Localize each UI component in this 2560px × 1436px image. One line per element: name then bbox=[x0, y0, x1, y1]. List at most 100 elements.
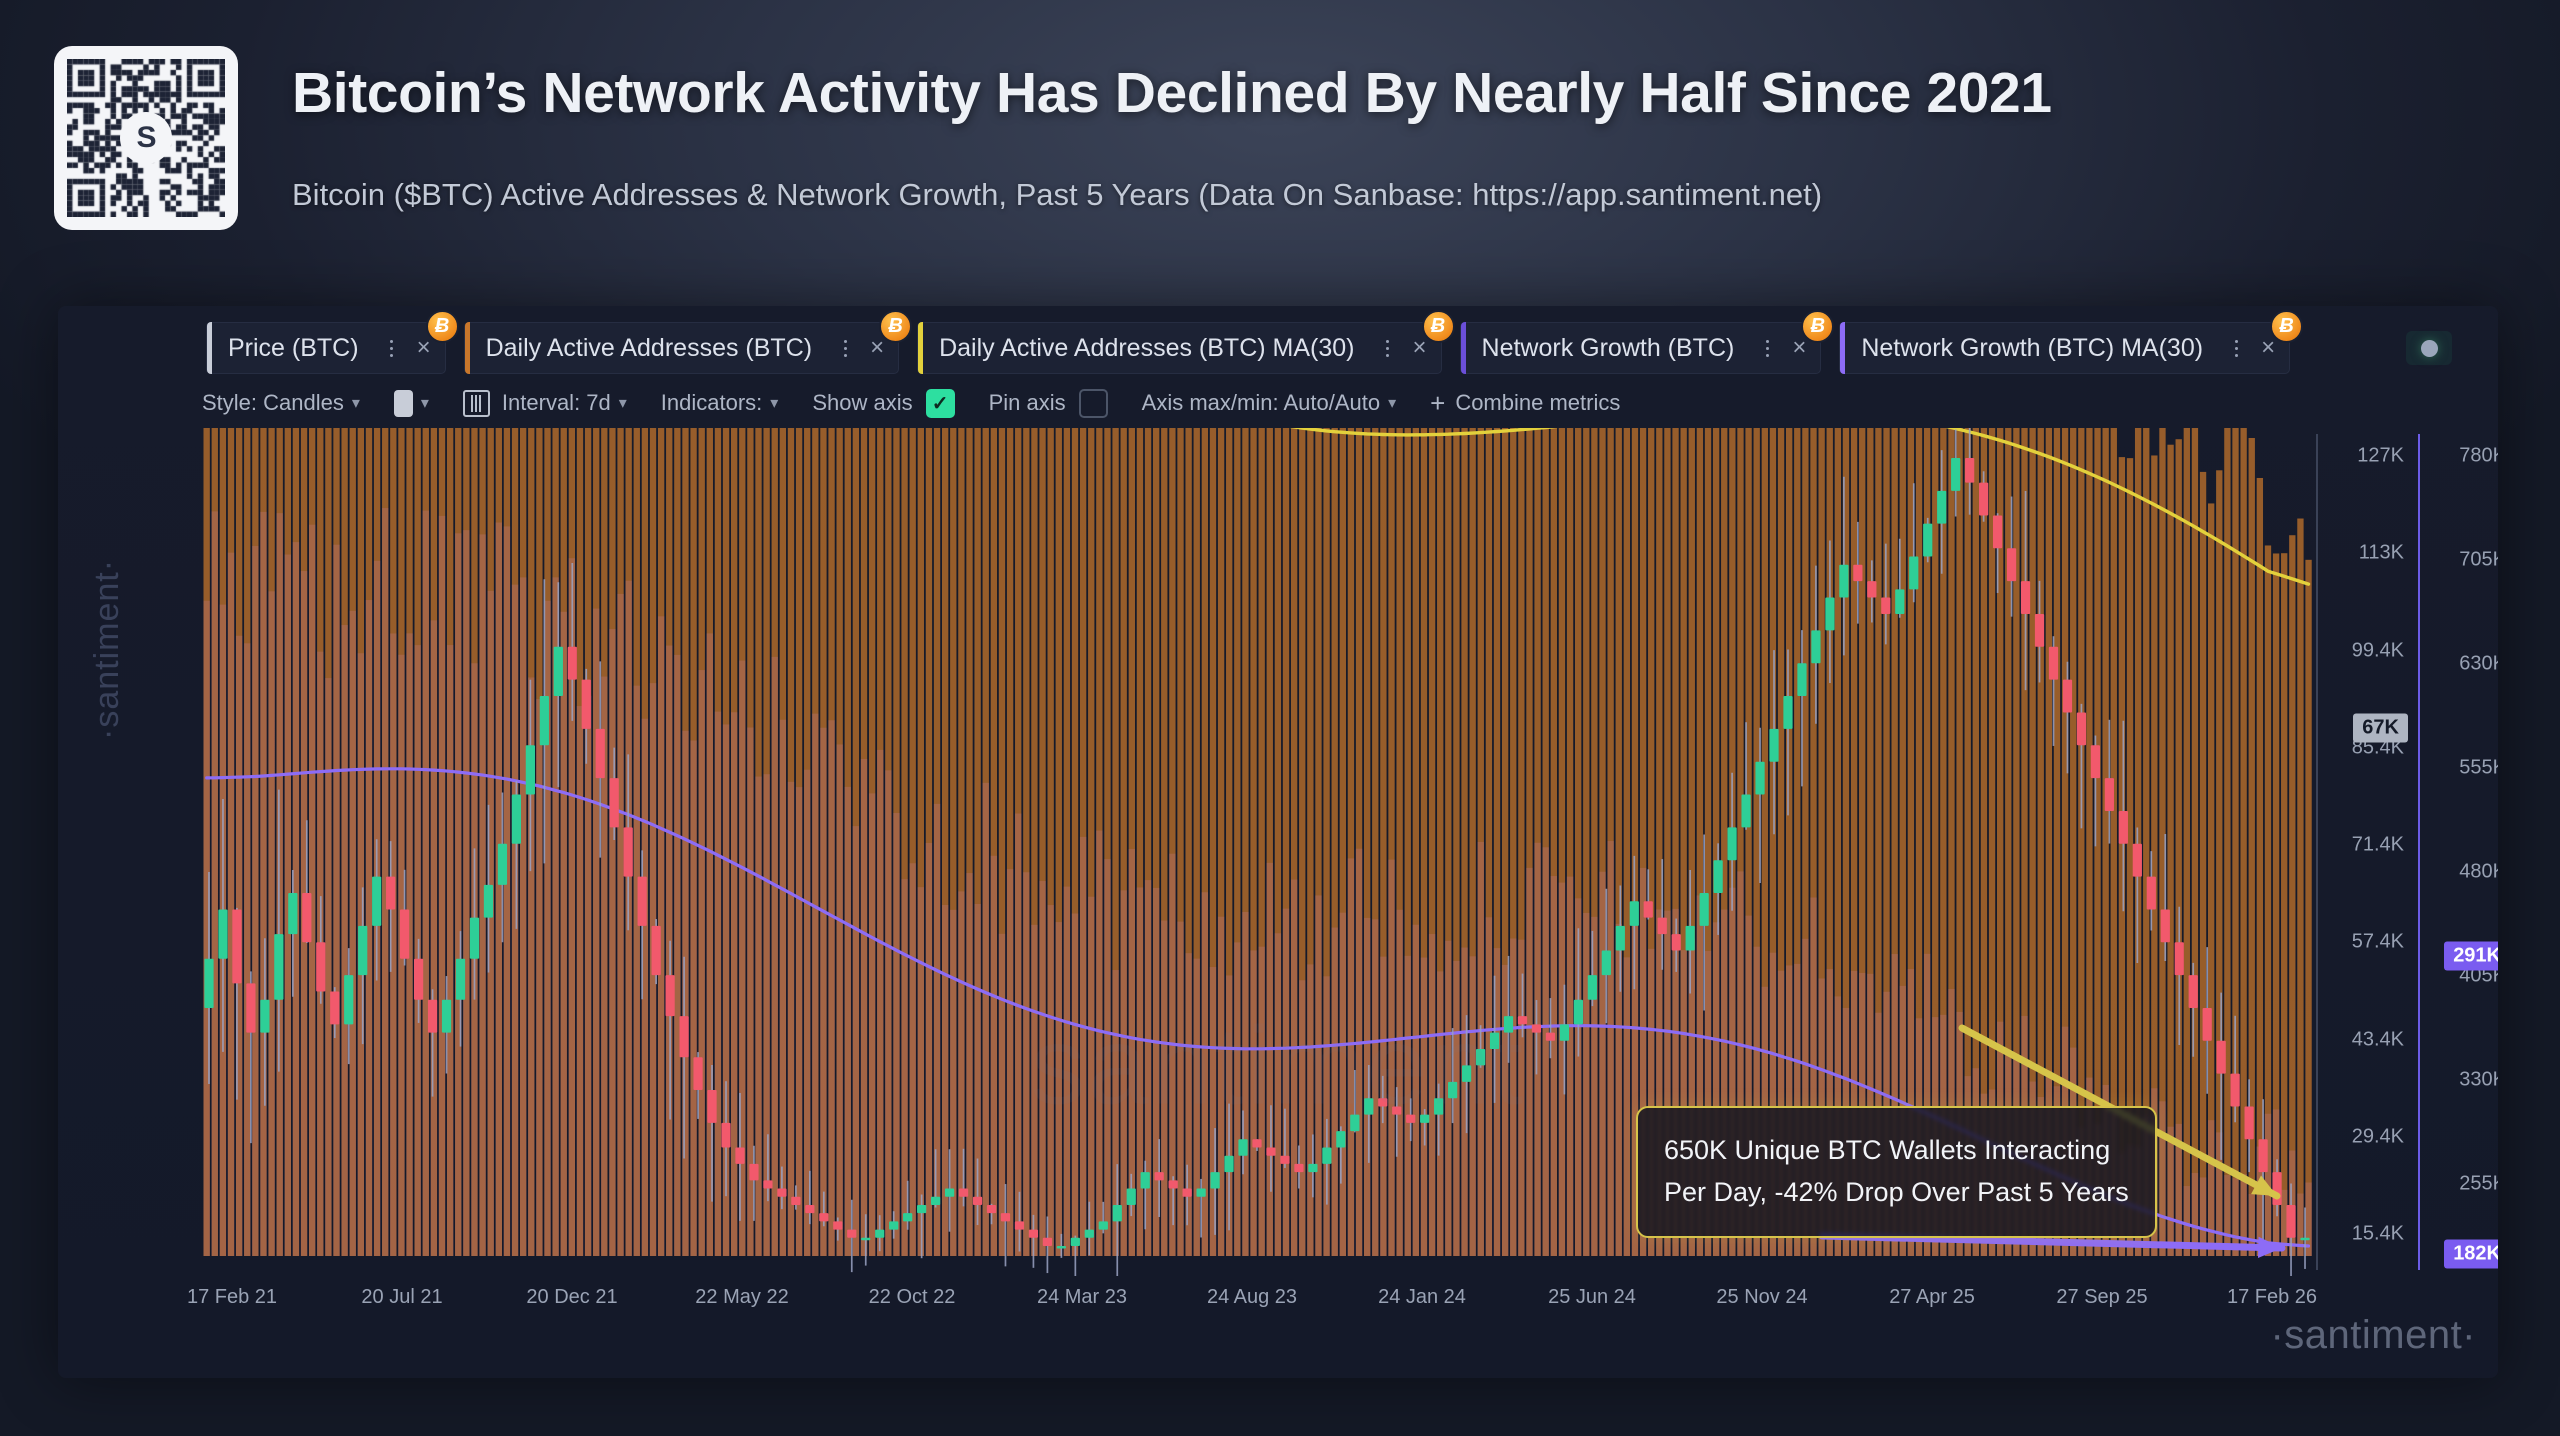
metric-tab-label: Network Growth (BTC) bbox=[1481, 333, 1735, 362]
callout-line-1: 650K Unique BTC Wallets Interacting bbox=[1664, 1135, 2111, 1165]
date-axis-tick: 17 Feb 26 bbox=[2226, 1286, 2318, 1308]
price-axis-tick: 127K bbox=[2357, 444, 2404, 467]
axis-line bbox=[2316, 434, 2318, 1270]
metric-tab-daily-active-addresses[interactable]: Daily Active Addresses (BTC) × Ƀ bbox=[463, 310, 913, 374]
close-icon[interactable]: × bbox=[416, 334, 431, 361]
metric-tab-daily-active-addresses-ma30[interactable]: Daily Active Addresses (BTC) MA(30) × Ƀ bbox=[917, 310, 1455, 374]
pin-axis-toggle[interactable]: Pin axis bbox=[988, 388, 1108, 418]
addresses-axis-tick: 255K bbox=[2459, 1172, 2498, 1195]
addresses-axis-tick: 705K bbox=[2459, 548, 2498, 571]
color-selector[interactable]: ▾ bbox=[393, 389, 429, 417]
date-axis-tick: 24 Jan 24 bbox=[1378, 1286, 1466, 1308]
tab-color-bar bbox=[1460, 322, 1466, 374]
combine-metrics-label: Combine metrics bbox=[1455, 390, 1621, 415]
axis-line bbox=[2418, 434, 2420, 1270]
close-icon[interactable]: × bbox=[870, 334, 885, 361]
addresses-axis-tick: 480K bbox=[2459, 860, 2498, 883]
tab-menu-icon[interactable] bbox=[2223, 339, 2249, 357]
chart-plot-area[interactable] bbox=[202, 428, 2312, 1276]
close-icon[interactable]: × bbox=[1792, 334, 1807, 361]
network-growth-value-badge: 291K bbox=[2444, 941, 2498, 971]
show-axis-toggle[interactable]: Show axis ✓ bbox=[812, 388, 955, 418]
center-watermark: santiment bbox=[1030, 1004, 1526, 1128]
chart-panel: Price (BTC) × Ƀ Daily Active Addresses (… bbox=[58, 306, 2498, 1378]
tab-menu-icon[interactable] bbox=[379, 339, 405, 357]
price-axis[interactable]: 127K 113K 99.4K 85.4K 71.4K 57.4K 43.4K 29.4K 15… bbox=[2316, 428, 2412, 1276]
date-axis-tick: 27 Apr 25 bbox=[1889, 1286, 1975, 1308]
price-axis-tick: 15.4K bbox=[2351, 1222, 2404, 1245]
interval-label: Interval: 7d bbox=[501, 390, 611, 415]
addresses-axis-tick: 630K bbox=[2459, 652, 2498, 675]
tab-menu-icon[interactable] bbox=[1375, 339, 1401, 357]
price-value-badge: 67K bbox=[2353, 713, 2408, 743]
indicators-selector[interactable]: Indicators: ▾ bbox=[661, 390, 779, 416]
date-axis-tick: 24 Mar 23 bbox=[1036, 1286, 1128, 1308]
close-icon[interactable]: × bbox=[1412, 334, 1427, 361]
bitcoin-icon: Ƀ bbox=[2270, 310, 2304, 343]
metric-tab-label: Daily Active Addresses (BTC) MA(30) bbox=[939, 333, 1355, 362]
chevron-down-icon: ▾ bbox=[1388, 395, 1397, 412]
date-axis-tick: 22 Oct 22 bbox=[868, 1286, 956, 1308]
metric-tab-network-growth[interactable]: Network Growth (BTC) × Ƀ bbox=[1459, 310, 1835, 374]
chevron-down-icon: ▾ bbox=[618, 395, 627, 412]
bitcoin-icon: Ƀ bbox=[879, 310, 913, 343]
network-growth-ma-value-badge: 182K bbox=[2444, 1239, 2498, 1269]
combine-metrics-button[interactable]: + Combine metrics bbox=[1430, 388, 1620, 419]
addresses-axis[interactable]: 780K705K630K555K480K405K330K255K291K182K bbox=[2418, 428, 2498, 1276]
style-selector[interactable]: Style: Candles ▾ bbox=[202, 390, 360, 416]
active-addresses-callout: 650K Unique BTC Wallets Interacting Per … bbox=[1636, 1106, 2157, 1238]
tab-menu-icon[interactable] bbox=[832, 339, 858, 357]
metric-tab-network-growth-ma30[interactable]: Network Growth (BTC) MA(30) × Ƀ bbox=[1839, 310, 2304, 374]
date-axis[interactable]: 17 Feb 21 20 Jul 21 20 Dec 21 22 May 22 22 O… bbox=[187, 1286, 2317, 1316]
axis-maxmin-selector[interactable]: Axis max/min: Auto/Auto ▾ bbox=[1142, 390, 1396, 416]
qr-code[interactable]: S bbox=[54, 46, 238, 230]
interval-selector[interactable]: Interval: 7d ▾ bbox=[462, 389, 627, 417]
chart-canvas bbox=[203, 428, 2312, 1276]
price-axis-tick: 99.4K bbox=[2351, 639, 2404, 661]
metric-tab-price[interactable]: Price (BTC) × Ƀ bbox=[206, 310, 459, 374]
chevron-down-icon: ▾ bbox=[770, 395, 779, 412]
metric-tab-label: Network Growth (BTC) MA(30) bbox=[1861, 333, 2204, 362]
date-axis-tick: 20 Jul 21 bbox=[361, 1286, 443, 1308]
candles-icon bbox=[462, 389, 490, 417]
price-axis-tick: 57.4K bbox=[2351, 930, 2404, 953]
close-icon[interactable]: × bbox=[2261, 334, 2276, 361]
chevron-down-icon: ▾ bbox=[351, 395, 360, 412]
tab-color-bar bbox=[918, 322, 924, 374]
date-axis-tick: 25 Nov 24 bbox=[1716, 1286, 1808, 1308]
checkbox-checked-icon[interactable]: ✓ bbox=[925, 388, 955, 418]
tab-color-bar bbox=[207, 322, 212, 374]
price-axis-tick: 29.4K bbox=[2351, 1125, 2404, 1148]
tab-color-bar bbox=[1840, 322, 1846, 374]
tab-menu-icon[interactable] bbox=[1754, 339, 1780, 357]
addresses-axis-tick: 330K bbox=[2459, 1068, 2498, 1091]
show-axis-label: Show axis bbox=[812, 390, 913, 415]
chevron-down-icon: ▾ bbox=[420, 395, 429, 412]
date-axis-tick: 22 May 22 bbox=[695, 1286, 789, 1308]
tab-color-bar bbox=[464, 322, 470, 374]
bitcoin-icon: Ƀ bbox=[425, 310, 459, 343]
live-status-indicator[interactable] bbox=[2406, 331, 2452, 365]
checkbox-unchecked-icon[interactable] bbox=[1078, 388, 1108, 418]
metric-tab-label: Daily Active Addresses (BTC) bbox=[485, 333, 813, 362]
date-axis-tick: 20 Dec 21 bbox=[526, 1286, 618, 1308]
santiment-logo: ·santiment· bbox=[2270, 1313, 2476, 1357]
date-axis-tick: 24 Aug 23 bbox=[1206, 1286, 1298, 1308]
date-axis-tick: 27 Sep 25 bbox=[2056, 1286, 2148, 1308]
date-axis-tick: 25 Jun 24 bbox=[1548, 1286, 1636, 1308]
metric-tab-bar: Price (BTC) × Ƀ Daily Active Addresses (… bbox=[206, 310, 2308, 376]
price-axis-tick: 43.4K bbox=[2351, 1028, 2404, 1050]
bitcoin-icon: Ƀ bbox=[1421, 310, 1455, 343]
chart-toolbar: Style: Candles ▾ ▾ Interval: 7d ▾ Indica… bbox=[202, 384, 1654, 422]
pin-axis-label: Pin axis bbox=[988, 390, 1066, 415]
indicators-label: Indicators: bbox=[660, 390, 763, 415]
status-dot-icon bbox=[2420, 339, 2438, 357]
price-axis-tick: 113K bbox=[2358, 541, 2404, 564]
header-banner: S Bitcoin’s Network Activity Has Decline… bbox=[0, 0, 2560, 296]
bitcoin-icon: Ƀ bbox=[1801, 310, 1835, 343]
addresses-axis-tick: 555K bbox=[2459, 756, 2498, 779]
callout-line-2: Per Day, -42% Drop Over Past 5 Years bbox=[1664, 1176, 2129, 1207]
axis-maxmin-label: Axis max/min: Auto/Auto bbox=[1141, 390, 1381, 415]
style-label: Style: Candles bbox=[202, 390, 344, 415]
